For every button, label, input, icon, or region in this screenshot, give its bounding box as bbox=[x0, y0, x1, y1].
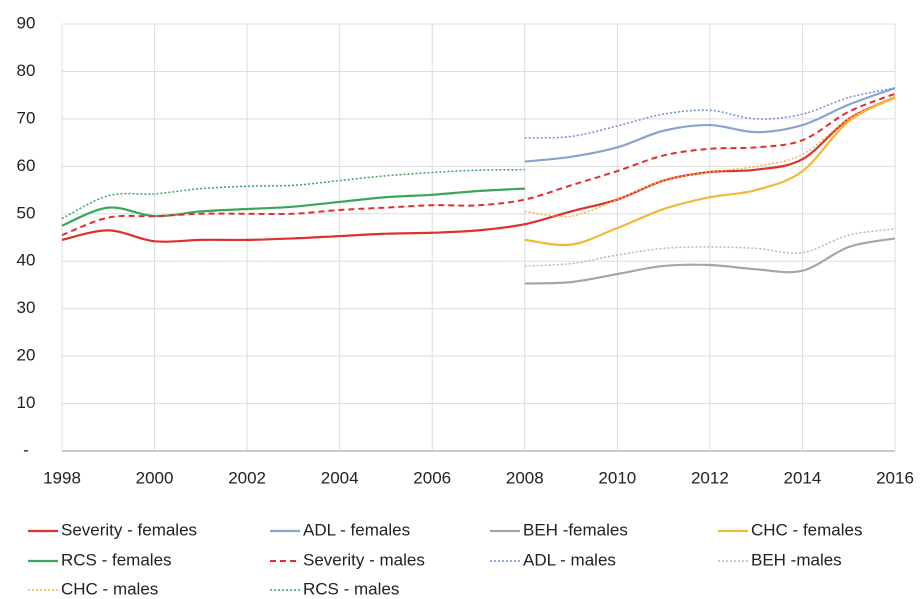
series-line bbox=[61, 168, 525, 220]
x-tick-label: 2002 bbox=[228, 468, 266, 487]
x-tick-label: 2012 bbox=[691, 468, 729, 487]
legend-label: CHC - females bbox=[751, 520, 862, 539]
x-tick-label: 2010 bbox=[598, 468, 636, 487]
y-tick-label: 30 bbox=[17, 298, 36, 317]
x-tick-label: 2008 bbox=[506, 468, 544, 487]
legend-label: RCS - males bbox=[303, 579, 399, 598]
legend-label: BEH -males bbox=[751, 550, 842, 569]
y-tick-label: 60 bbox=[17, 156, 36, 175]
series-line bbox=[524, 228, 896, 267]
x-tick-label: 2006 bbox=[413, 468, 451, 487]
legend-label: Severity - females bbox=[61, 520, 197, 539]
x-tick-label: 2014 bbox=[784, 468, 822, 487]
x-tick-label: 2000 bbox=[136, 468, 174, 487]
series-line bbox=[524, 96, 896, 247]
x-tick-label: 2004 bbox=[321, 468, 359, 487]
y-tick-label: 50 bbox=[17, 203, 36, 222]
x-tick-label: 1998 bbox=[43, 468, 81, 487]
legend-label: BEH -females bbox=[523, 520, 628, 539]
y-tick-label: 70 bbox=[17, 108, 36, 127]
series-line bbox=[524, 237, 896, 285]
legend-label: ADL - females bbox=[303, 520, 410, 539]
series-line bbox=[61, 92, 896, 237]
legend-label: ADL - males bbox=[523, 550, 616, 569]
series-line bbox=[524, 95, 896, 218]
y-tick-label: 90 bbox=[17, 13, 36, 32]
series-line bbox=[61, 187, 525, 227]
series-line bbox=[524, 87, 896, 163]
series-line bbox=[61, 96, 896, 243]
y-tick-label: 20 bbox=[17, 346, 36, 365]
series-line bbox=[524, 87, 896, 139]
legend-label: CHC - males bbox=[61, 579, 158, 598]
y-tick-label: 10 bbox=[17, 393, 36, 412]
x-tick-label: 2016 bbox=[876, 468, 914, 487]
y-tick-label: - bbox=[23, 440, 29, 459]
legend-label: RCS - females bbox=[61, 550, 172, 569]
legend-label: Severity - males bbox=[303, 550, 425, 569]
y-tick-label: 40 bbox=[17, 251, 36, 270]
y-tick-label: 80 bbox=[17, 61, 36, 80]
